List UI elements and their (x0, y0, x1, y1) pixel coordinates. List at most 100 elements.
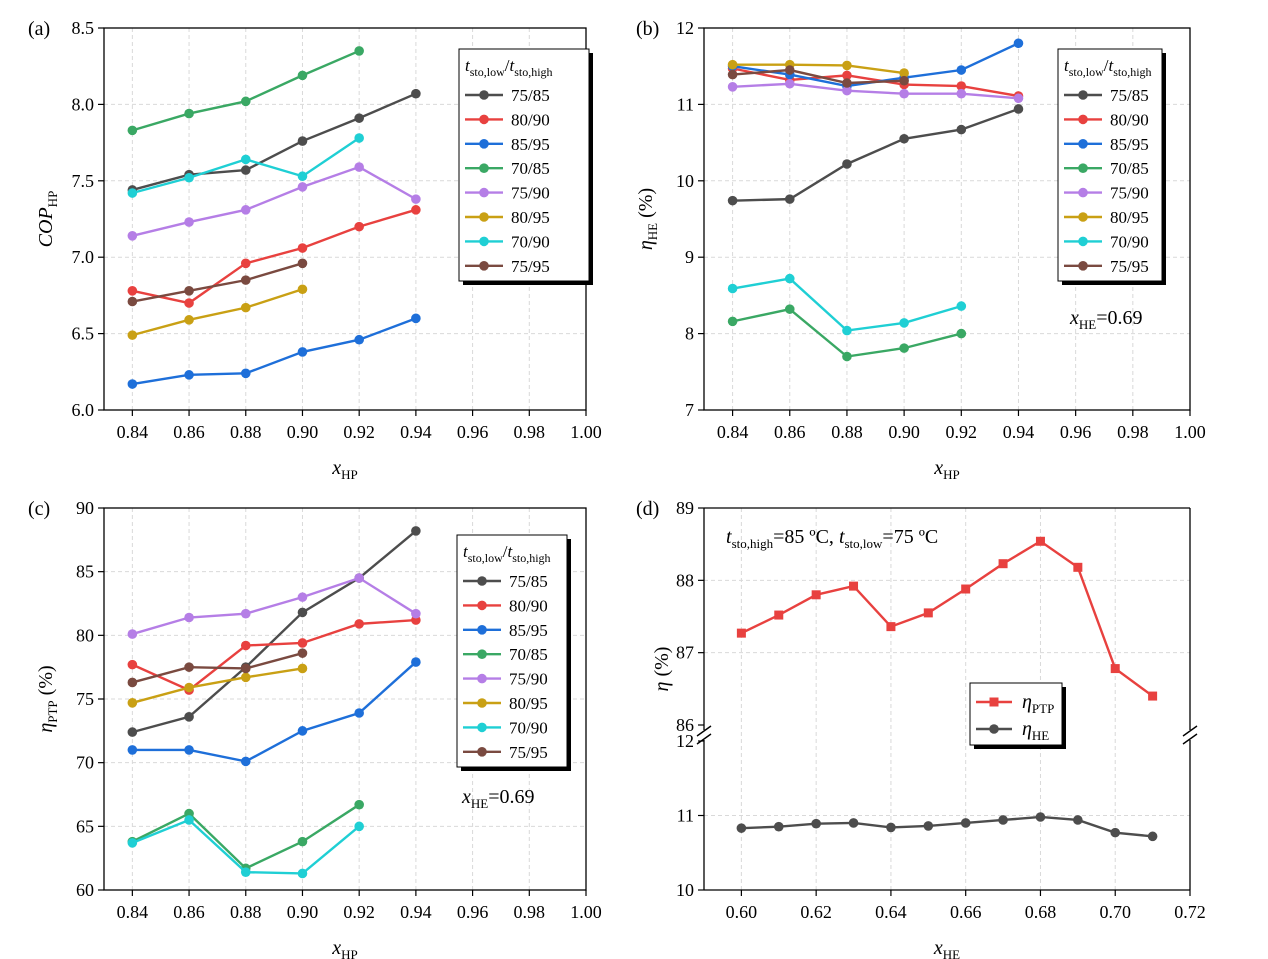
data-point (240, 258, 251, 269)
data-point (956, 81, 967, 91)
legend-label: 80/90 (511, 110, 550, 129)
y-tick-label: 60 (76, 880, 94, 900)
legend-swatch-marker (1078, 139, 1088, 149)
data-point (727, 316, 738, 327)
legend-label: 85/95 (511, 135, 550, 154)
x-tick-label: 0.98 (1117, 422, 1149, 442)
data-point (1013, 38, 1024, 49)
x-tick-label: 0.70 (1099, 902, 1131, 922)
data-point (240, 368, 251, 379)
y-tick-label: 88 (676, 570, 694, 590)
data-point (842, 85, 852, 96)
data-point (956, 124, 967, 135)
data-point (127, 379, 138, 389)
series-75-95 (127, 648, 308, 688)
data-point (240, 640, 251, 651)
plot-frame (696, 507, 1198, 891)
data-point (184, 612, 194, 623)
data-point (184, 712, 194, 722)
x-tick-label: 0.72 (1174, 902, 1206, 922)
y-tick-label: 8.5 (72, 18, 95, 38)
legend-entry: 75/95 (463, 743, 548, 762)
legend-swatch-marker (477, 625, 487, 635)
legend-label: 85/95 (509, 621, 548, 640)
legend-label: 75/85 (511, 86, 550, 105)
data-point (297, 182, 308, 192)
series-85-95 (127, 313, 421, 389)
legend-label: 80/95 (511, 208, 550, 227)
data-point (240, 154, 251, 165)
data-point (899, 68, 909, 78)
data-point (411, 526, 421, 536)
data-point (1110, 664, 1120, 674)
data-point (899, 343, 909, 353)
series-line (132, 288, 303, 337)
legend-entry: 80/95 (463, 694, 548, 713)
series-70-85 (727, 304, 967, 362)
panel-label: (b) (636, 18, 659, 40)
y-tick-label: 87 (676, 643, 694, 663)
x-axis-label: xHE (933, 937, 960, 959)
x-tick-label: 0.92 (946, 422, 978, 442)
data-point (411, 205, 421, 215)
x-tick-label: 0.88 (230, 902, 262, 922)
legend-label: 70/85 (509, 645, 548, 664)
x-tick-label: 0.88 (230, 422, 262, 442)
plot-frame (103, 507, 587, 891)
data-point (297, 648, 308, 658)
data-point (184, 662, 194, 672)
data-point (184, 217, 194, 227)
axis-break-mark (696, 725, 712, 737)
legend-label: 80/95 (509, 694, 548, 713)
series-line (131, 618, 416, 692)
legend-entry: 80/90 (1064, 110, 1149, 129)
data-point (773, 821, 784, 832)
legend-label: ηHE (1022, 718, 1049, 743)
legend-entry: 70/90 (465, 232, 550, 251)
data-point (127, 286, 138, 296)
legend-swatch-marker (479, 187, 489, 198)
data-point (923, 608, 933, 618)
data-point (240, 672, 251, 683)
legend-label: ηPTP (1022, 691, 1054, 716)
data-point (184, 172, 194, 183)
legend-label: 80/90 (1110, 110, 1149, 129)
series-he (736, 812, 1158, 842)
y-tick-label: 11 (677, 806, 694, 826)
x-tick-label: 0.96 (457, 902, 489, 922)
data-point (354, 619, 364, 629)
data-point (127, 629, 138, 639)
legend-swatch-marker (989, 724, 999, 734)
x-tick-label: 0.92 (343, 902, 375, 922)
y-tick-label: 70 (76, 753, 94, 773)
panel-label: (c) (28, 498, 50, 520)
data-point (127, 745, 138, 755)
data-point (849, 581, 859, 591)
data-point (297, 70, 308, 81)
data-point (240, 663, 251, 674)
x-axis-label: xHP (331, 937, 358, 959)
data-point (842, 60, 852, 71)
data-point (297, 284, 308, 295)
series-80-90 (127, 205, 421, 308)
data-point (184, 370, 194, 380)
data-point (784, 78, 795, 89)
legend-entry: 85/95 (465, 135, 550, 154)
data-point (240, 205, 251, 215)
data-point (848, 818, 859, 828)
series-line (132, 667, 303, 704)
series-75-95 (727, 65, 909, 88)
x-tick-label: 0.94 (1003, 422, 1035, 442)
y-tick-label: 80 (76, 625, 94, 645)
y-tick-label: 86 (676, 715, 694, 735)
data-point (784, 194, 795, 204)
series-80-95 (127, 663, 308, 708)
y-tick-label: 7 (685, 400, 694, 420)
data-point (899, 88, 909, 99)
data-point (411, 88, 421, 99)
data-point (842, 78, 852, 88)
data-point (811, 818, 821, 829)
legend-label: 75/90 (509, 670, 548, 689)
legend-swatch-marker (1078, 187, 1088, 198)
x-tick-label: 0.68 (1025, 902, 1057, 922)
